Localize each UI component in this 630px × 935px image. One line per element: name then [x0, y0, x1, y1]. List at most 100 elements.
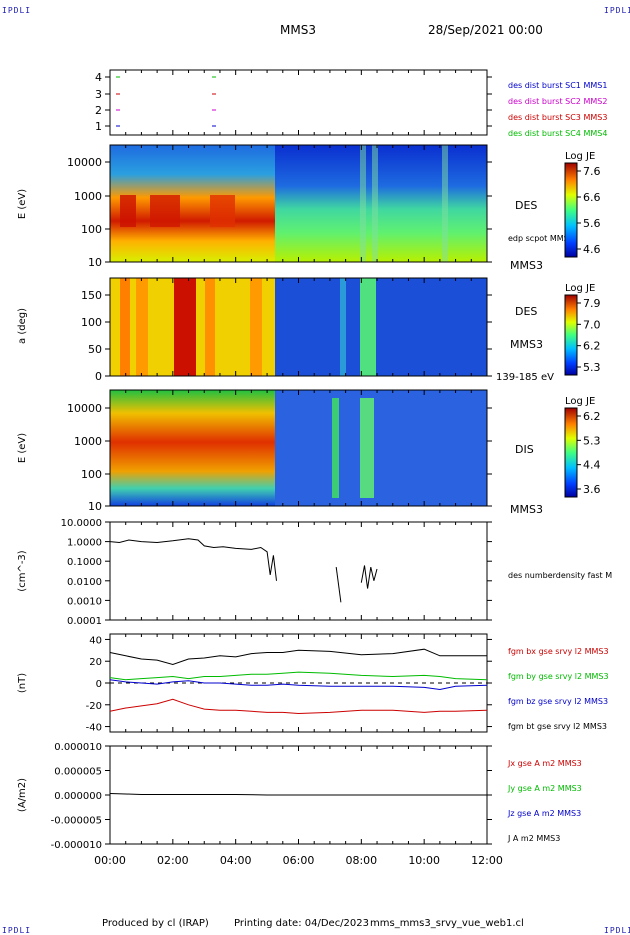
density-legend: des numberdensity fast M [508, 571, 612, 580]
des-pitch-spectrum-quiet [275, 278, 487, 376]
bfield-legend-entry: fgm by gse srvy l2 MMS3 [508, 672, 609, 681]
bfield-legend-entry: fgm bx gse srvy l2 MMS3 [508, 647, 609, 656]
des-energy-spacecraft: MMS3 [510, 259, 543, 272]
footer-produced-by: Produced by cl (IRAP) [102, 918, 209, 929]
footer-script: mms_mms3_srvy_vue_web1.cl [370, 918, 524, 929]
corner-label-tr: IPDLI [604, 6, 630, 15]
density-ytick-label: 0.0100 [67, 577, 102, 588]
dis-energy-colorbar-label: 3.6 [583, 483, 601, 496]
des-energy-ytick-label: 100 [81, 223, 102, 236]
burst-ytick-label: 1 [95, 120, 102, 133]
bfield-ytick-label: 40 [89, 635, 102, 646]
density-series-line [360, 565, 378, 589]
des-energy-spectrum-active [110, 145, 275, 262]
dis-energy-instrument: DIS [515, 443, 534, 456]
des-pitch-colorbar-title: Log JE [565, 283, 595, 294]
time-tick-label: 12:00 [471, 854, 503, 867]
bfield-ytick-label: 0 [96, 679, 102, 690]
des-pitch-panel: 150 100 50 0 a (deg) DES MMS3 139-185 eV Log JE 7… [17, 277, 601, 383]
des-pitch-colorbar-label: 5.3 [583, 361, 601, 374]
dis-energy-spacecraft: MMS3 [510, 503, 543, 516]
current-legend-entry: Jz gse A m2 MMS3 [507, 809, 581, 818]
des-energy-hot-band [150, 195, 180, 227]
current-series-line [109, 793, 487, 796]
burst-ytick-label: 4 [95, 71, 102, 84]
des-pitch-band [174, 278, 196, 376]
des-pitch-spacecraft: MMS3 [510, 338, 543, 351]
des-pitch-ytick-label: 100 [81, 316, 102, 329]
current-ytick-label: 0.000005 [54, 767, 102, 778]
burst-ytick-label: 2 [95, 104, 102, 117]
des-energy-colorbar-title: Log JE [565, 151, 595, 162]
dis-energy-colorbar [564, 407, 578, 498]
des-pitch-band [205, 278, 215, 376]
des-energy-ytick-label: 10 [88, 256, 102, 269]
bfield-ylabel: (nT) [17, 673, 28, 693]
des-energy-spectrum-quiet [275, 145, 487, 262]
des-energy-ytick-label: 10000 [67, 156, 102, 169]
current-panel: 0.000010 0.000005 0.000000 -0.000005 -0.0000… [17, 742, 582, 851]
des-pitch-ylabel: a (deg) [17, 308, 28, 344]
des-energy-hot-band [120, 195, 136, 227]
des-pitch-band [136, 278, 148, 376]
time-tick-label: 02:00 [157, 854, 189, 867]
time-tick-label: 04:00 [220, 854, 252, 867]
burst-frame [109, 69, 488, 136]
burst-legend-entry: des dist burst SC3 MMS3 [508, 113, 607, 122]
des-energy-colorbar-label: 4.6 [583, 243, 601, 256]
footer-printing-date: Printing date: 04/Dec/2023 [234, 918, 370, 929]
dis-energy-stripe [360, 398, 374, 498]
des-energy-ylabel: E (eV) [17, 189, 28, 219]
time-tick-label: 08:00 [345, 854, 377, 867]
bfield-series-line [109, 679, 488, 691]
bfield-legend-entry: fgm bz gse srvy l2 MMS3 [508, 697, 608, 706]
density-ytick-label: 10.0000 [61, 518, 102, 529]
des-energy-colorbar-label: 6.6 [583, 191, 601, 204]
des-energy-stripe [442, 145, 448, 262]
dis-energy-ylabel: E (eV) [17, 433, 28, 463]
dis-energy-spectrum-active [110, 390, 275, 506]
density-series-line [109, 538, 277, 581]
des-pitch-ytick-label: 50 [88, 343, 102, 356]
des-energy-ytick-label: 1000 [74, 190, 102, 203]
dis-energy-colorbar-label: 5.3 [583, 434, 601, 447]
current-legend-entry: Jx gse A m2 MMS3 [507, 759, 582, 768]
dis-energy-stripe [332, 398, 339, 498]
dis-energy-ytick-label: 10 [88, 500, 102, 513]
des-energy-note: edp scpot MMS3 [508, 234, 574, 243]
des-pitch-instrument: DES [515, 305, 537, 318]
dis-energy-ytick-label: 100 [81, 468, 102, 481]
des-pitch-colorbar-label: 6.2 [583, 340, 601, 353]
current-ytick-label: 0.000000 [54, 791, 102, 802]
des-energy-colorbar [564, 162, 578, 258]
dis-energy-ytick-label: 1000 [74, 435, 102, 448]
density-ylabel: (cm^-3) [17, 550, 28, 591]
burst-ytick-label: 3 [95, 88, 102, 101]
bfield-series-line [109, 698, 488, 715]
dis-energy-spectrum-quiet [275, 390, 487, 506]
density-ytick-label: 0.1000 [67, 557, 102, 568]
spacecraft-title: MMS3 [280, 23, 316, 37]
bfield-series-line [109, 648, 487, 666]
des-pitch-band [120, 278, 130, 376]
des-pitch-colorbar-label: 7.0 [583, 318, 601, 331]
dis-energy-colorbar-title: Log JE [565, 396, 595, 407]
datetime-title: 28/Sep/2021 00:00 [428, 23, 543, 37]
burst-legend-entry: des dist burst SC1 MMS1 [508, 81, 607, 90]
density-panel: 10.0000 1.0000 0.1000 0.0100 0.0010 0.0001 (cm… [17, 518, 612, 627]
corner-label-br: IPDLI [604, 926, 630, 935]
dis-energy-colorbar-label: 4.4 [583, 459, 601, 472]
density-ytick-label: 0.0010 [67, 596, 102, 607]
current-legend-entry: Jy gse A m2 MMS3 [507, 784, 582, 793]
des-pitch-colorbar [564, 294, 578, 376]
des-pitch-band [250, 278, 262, 376]
time-tick-label: 00:00 [94, 854, 126, 867]
burst-legend-entry: des dist burst SC4 MMS4 [508, 129, 607, 138]
current-ylabel: (A/m2) [17, 778, 28, 812]
burst-panel: 4 3 2 1 des dist burst SC1 MMS1 des dist burs… [95, 69, 607, 138]
bfield-ytick-label: 20 [89, 657, 102, 668]
des-energy-instrument: DES [515, 199, 537, 212]
dis-energy-ytick-label: 10000 [67, 402, 102, 415]
bfield-ytick-label: -40 [86, 723, 102, 734]
